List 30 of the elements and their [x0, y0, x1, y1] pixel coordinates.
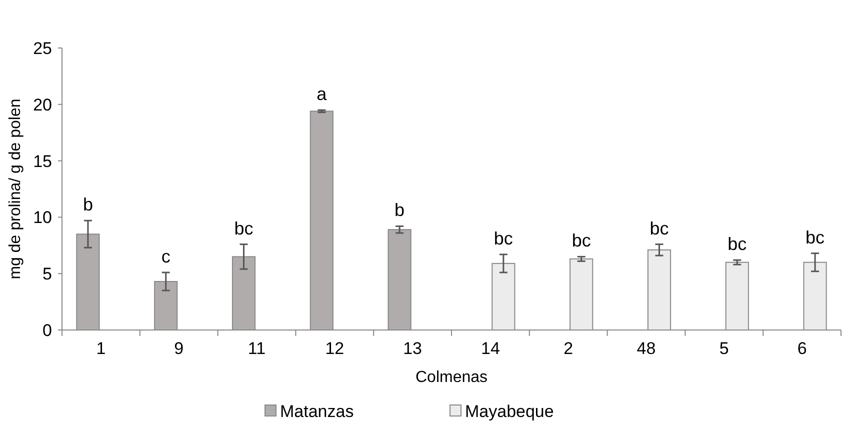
y-tick-label: 20 — [33, 95, 52, 114]
annotation: b — [82, 194, 93, 215]
y-axis-title: mg de prolina/ g de polen — [7, 98, 24, 280]
y-tick-label: 10 — [33, 208, 52, 228]
y-tick-label: 5 — [42, 264, 52, 284]
x-axis-title: Colmenas — [415, 369, 488, 386]
annotation: bc — [234, 218, 254, 238]
annotation: bc — [728, 234, 747, 254]
annotation: bc — [494, 228, 513, 248]
legend-label: Mayabeque — [465, 402, 554, 421]
y-tick-label: 0 — [42, 320, 52, 340]
x-tick-label: 12 — [325, 339, 344, 358]
annotation: bc — [650, 218, 669, 238]
annotation: bc — [572, 230, 591, 251]
annotation: c — [161, 246, 170, 266]
x-tick-label: 5 — [719, 339, 729, 358]
x-tick-label: 1 — [96, 339, 106, 358]
x-tick-label: 48 — [636, 339, 656, 358]
x-tick-label: 6 — [797, 339, 807, 358]
annotation: b — [394, 200, 405, 220]
x-tick-label: 13 — [403, 339, 422, 358]
annotation: bc — [806, 227, 825, 248]
x-tick-label: 11 — [248, 339, 266, 358]
y-tick-label: 15 — [33, 152, 52, 171]
y-tick-label: 25 — [33, 38, 52, 58]
legend-label: Matanzas — [280, 402, 354, 421]
annotation: a — [316, 84, 328, 104]
x-tick-label: 2 — [564, 339, 574, 358]
x-tick-label: 14 — [480, 339, 500, 358]
x-tick-label: 9 — [174, 339, 184, 358]
